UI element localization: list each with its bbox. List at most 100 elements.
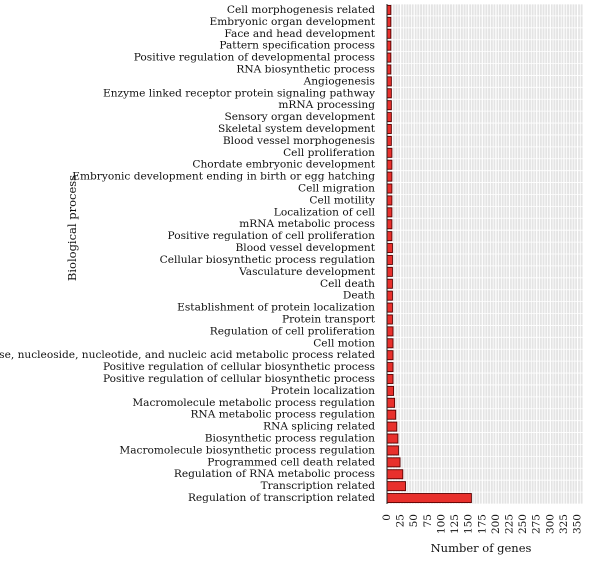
category-label: Cellular biosynthetic process regulation: [160, 254, 376, 266]
category-label: Embryonic organ development: [210, 16, 376, 28]
category-label: Cell migration: [298, 183, 375, 195]
bar: [386, 254, 393, 265]
category-label: Enzyme linked receptor protein signaling…: [103, 87, 375, 99]
category-label: Protein transport: [282, 313, 376, 325]
bar: [386, 243, 393, 254]
category-label: Positive regulation of cellular biosynth…: [103, 361, 375, 373]
bar: [386, 52, 392, 63]
bar: [386, 183, 393, 194]
bar: [386, 302, 393, 313]
category-label: Blood vessel development: [236, 242, 376, 254]
bar: [386, 159, 393, 170]
bar: [386, 88, 392, 99]
category-label: mRNA processing: [278, 99, 375, 111]
x-tick-label: 350: [572, 514, 584, 534]
x-tick-labels: 0 25 50 75 100 125 150 175 200 225 250 275 300 325 350: [381, 514, 584, 534]
category-label: Death: [343, 290, 375, 302]
bar: [386, 421, 398, 432]
bar: [386, 385, 394, 396]
category-label: Blood vessel morphogenesis: [223, 135, 375, 147]
bar: [386, 266, 393, 277]
bar: [386, 124, 392, 134]
bar: [386, 28, 392, 39]
bar: [386, 338, 394, 349]
x-tick-label: 225: [504, 514, 516, 534]
bar: [386, 457, 401, 468]
category-label: RNA biosynthetic process: [236, 63, 375, 75]
bar: [386, 326, 394, 337]
category-label: Vasculature development: [238, 266, 376, 278]
category-label: Cell morphogenesis related: [227, 4, 375, 16]
y-axis-title: Biological process: [65, 175, 79, 281]
bar: [386, 445, 399, 456]
x-tick-label: 150: [463, 514, 475, 534]
category-label: Regulation of cell proliferation: [210, 325, 375, 337]
bar: [386, 16, 392, 27]
category-label: Skeletal system development: [218, 123, 376, 135]
bar: [386, 278, 393, 289]
x-tick-label: 25: [395, 514, 407, 527]
bar: [386, 195, 393, 206]
bar: [386, 362, 394, 373]
bar: [386, 409, 397, 420]
x-tick-label: 50: [408, 514, 420, 527]
category-label: Macromolecule biosynthetic process regul…: [119, 444, 375, 456]
category-label: Cell motion: [313, 337, 375, 349]
category-label: Face and head development: [224, 28, 375, 40]
category-label: Regulation of RNA metabolic process: [174, 468, 375, 480]
category-label: Nucleobase, nucleoside, nucleotide, and …: [0, 349, 375, 361]
bar: [386, 433, 399, 444]
bar: [386, 493, 472, 504]
x-tick-label: 300: [544, 514, 556, 534]
category-label: Embryonic development ending in birth or…: [72, 171, 375, 183]
bar: [386, 314, 393, 325]
category-label: Macromolecule metabolic process regulati…: [132, 397, 375, 409]
bar: [386, 397, 396, 408]
category-label: Establishment of protein localization: [177, 302, 375, 314]
bar: [386, 207, 393, 218]
x-tick-label: 0: [381, 514, 393, 521]
bar: [386, 290, 393, 301]
x-tick-label: 125: [449, 514, 461, 534]
category-label: Cell death: [320, 278, 375, 290]
category-label: Sensory organ development: [224, 111, 375, 123]
x-tick-label: 250: [517, 514, 529, 534]
category-label: Protein localization: [271, 385, 375, 397]
x-tick-label: 200: [490, 514, 502, 534]
category-label: Biosynthetic process regulation: [205, 433, 375, 445]
bar: [386, 112, 392, 123]
bar: [386, 469, 404, 480]
bar: [386, 76, 392, 87]
bar: [386, 147, 393, 158]
bar: [386, 64, 392, 75]
category-label: mRNA metabolic process: [239, 218, 375, 230]
category-label: Regulation of transcription related: [188, 492, 375, 504]
bar: [386, 171, 393, 182]
category-label: Transcription related: [261, 480, 376, 492]
x-tick-label: 325: [558, 514, 570, 534]
category-label: Localization of cell: [274, 206, 376, 218]
category-label: Positive regulation of cell proliferatio…: [168, 230, 376, 242]
bar: [386, 40, 392, 51]
x-tick-label: 275: [531, 514, 543, 534]
x-tick-label: 75: [422, 514, 434, 527]
category-label: RNA metabolic process regulation: [190, 409, 375, 421]
bar: [386, 231, 393, 242]
x-axis-title: Number of genes: [431, 541, 532, 555]
category-label: Pattern specification process: [219, 40, 375, 52]
x-tick-label: 100: [435, 514, 447, 534]
bar: [386, 4, 392, 15]
category-label: Programmed cell death related: [207, 456, 375, 468]
bar: [386, 350, 394, 361]
category-label: RNA splicing related: [263, 421, 375, 433]
category-label: Cell motility: [309, 194, 375, 206]
bar: [386, 219, 393, 230]
bar: [386, 374, 394, 384]
category-label: Cell proliferation: [283, 147, 375, 159]
bar: [386, 135, 392, 146]
category-label: Angiogenesis: [303, 75, 375, 87]
bars: [386, 4, 472, 504]
bar: [386, 481, 406, 492]
